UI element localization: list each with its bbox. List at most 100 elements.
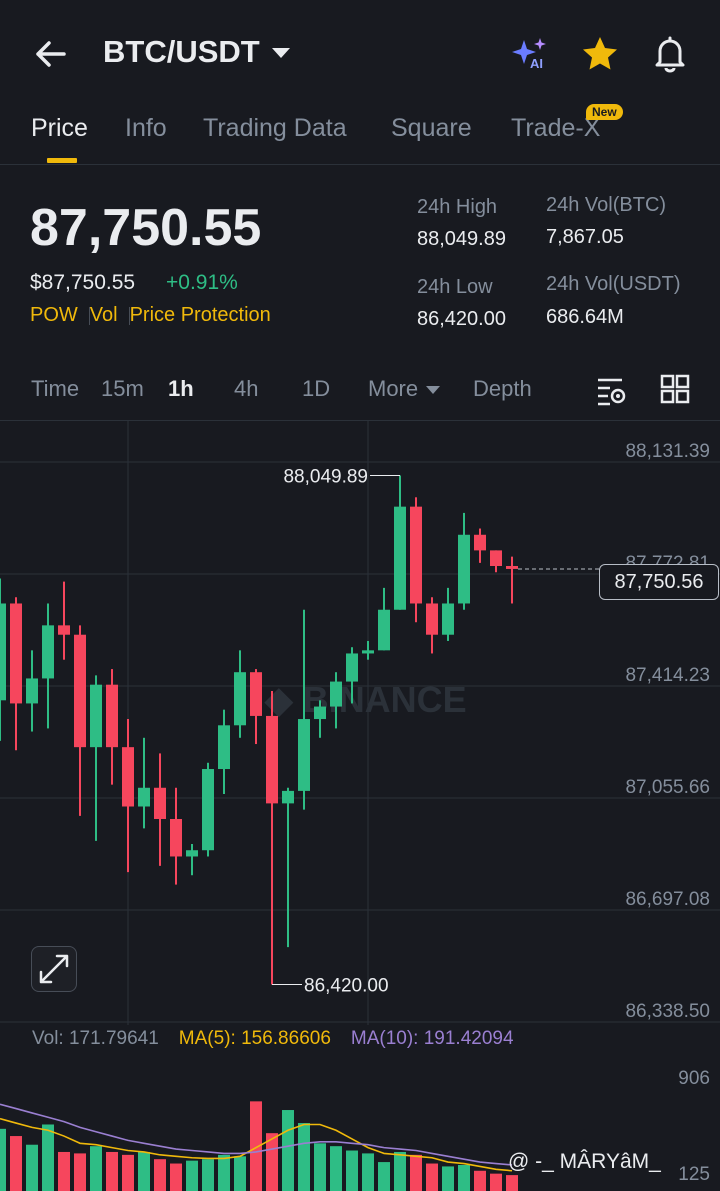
volume-bar <box>394 1151 406 1191</box>
pair-title: BTC/USDT <box>103 34 260 69</box>
last-price: 87,750.55 <box>30 199 262 257</box>
volume-chart: 906 125 <box>0 1068 710 1191</box>
volume-bar <box>410 1154 422 1191</box>
candle-up <box>346 653 358 682</box>
volume-bar <box>250 1101 262 1191</box>
candle-up <box>42 625 54 679</box>
high-label: 24h High <box>417 196 498 218</box>
interval-more[interactable]: More <box>368 376 441 402</box>
tab-bar: Price Info Trading Data Square Trade-X N… <box>0 100 720 165</box>
volume-bar <box>106 1151 118 1191</box>
candle-up <box>26 678 38 704</box>
volume-bar <box>490 1173 502 1191</box>
volume-bar <box>442 1166 454 1191</box>
volume-bar <box>218 1154 230 1191</box>
vol-usdt-label: 24h Vol(USDT) <box>546 273 681 295</box>
interval-1h[interactable]: 1h <box>168 376 194 401</box>
volume-bar <box>506 1175 518 1191</box>
volume-bar <box>0 1128 6 1191</box>
tab-square[interactable]: Square <box>391 114 472 142</box>
candle-up <box>378 609 390 651</box>
volume-bar <box>138 1151 150 1191</box>
high-value: 88,049.89 <box>417 228 506 250</box>
volume-bar <box>362 1153 374 1191</box>
ma10-line <box>0 1103 513 1166</box>
candle-up <box>362 650 374 654</box>
indicator-settings-icon[interactable] <box>596 374 628 406</box>
volume-bar <box>10 1136 22 1191</box>
pair-selector[interactable]: BTC/USDT <box>103 34 290 70</box>
chart-grid <box>0 420 720 1025</box>
tab-trading-data[interactable]: Trading Data <box>203 114 347 142</box>
tag-vol[interactable]: Vol <box>89 304 118 326</box>
volume-bar <box>266 1133 278 1191</box>
candle-up <box>138 787 150 807</box>
interval-depth[interactable]: Depth <box>473 376 532 401</box>
candle-down <box>490 550 502 567</box>
volume-bar <box>26 1144 38 1191</box>
high-marker: 88,049.89 <box>283 466 368 487</box>
interval-1d[interactable]: 1D <box>302 376 331 401</box>
usd-price: $87,750.55 <box>30 271 136 294</box>
vol-top-tick: 906 <box>678 1068 710 1089</box>
interval-time[interactable]: Time <box>31 376 80 401</box>
vol-value: Vol: 171.79641 <box>32 1028 159 1049</box>
ma10-value: MA(10): 191.42094 <box>350 1028 514 1049</box>
vol-btc-value: 7,867.05 <box>546 226 624 248</box>
price-change: +0.91% <box>166 271 238 294</box>
candle-down <box>250 672 262 716</box>
ai-sparkle-icon[interactable]: AI <box>510 36 550 72</box>
candle-up <box>202 769 214 851</box>
volume-bar <box>74 1153 86 1191</box>
volume-bar <box>234 1156 246 1191</box>
caret-down-icon <box>426 386 441 395</box>
candle-down <box>170 819 182 857</box>
vol-bottom-tick: 125 <box>678 1164 710 1185</box>
expand-icon <box>39 954 69 984</box>
candle-up <box>298 719 310 791</box>
tag-pow[interactable]: POW <box>30 304 78 326</box>
tab-trade-x[interactable]: Trade-X <box>511 114 601 142</box>
candle-up <box>442 603 454 635</box>
grid-layout-icon[interactable] <box>660 374 690 404</box>
volume-bar <box>170 1163 182 1191</box>
volume-bar <box>186 1160 198 1191</box>
candle-down <box>506 566 518 569</box>
volume-bar <box>282 1110 294 1191</box>
interval-bar: Time 15m 1h 4h 1D More Depth <box>0 362 720 421</box>
candles <box>0 475 518 985</box>
volume-bar <box>346 1150 358 1191</box>
candle-up <box>314 706 326 720</box>
volume-bar <box>154 1159 166 1191</box>
volume-bar <box>378 1162 390 1191</box>
expand-chart-button[interactable] <box>31 946 77 992</box>
tab-price[interactable]: Price <box>31 114 88 142</box>
volume-bar <box>58 1151 70 1191</box>
candle-up <box>186 850 198 857</box>
volume-bar <box>330 1146 342 1191</box>
current-price-label: 87,750.56 <box>599 564 719 600</box>
back-arrow-icon[interactable] <box>30 34 70 74</box>
bell-icon[interactable] <box>650 33 690 73</box>
vol-usdt-value: 686.64M <box>546 306 624 328</box>
volume-bar <box>42 1124 54 1191</box>
caret-down-icon <box>271 48 290 58</box>
tag-divider <box>128 307 130 325</box>
active-tab-indicator <box>47 158 77 163</box>
user-watermark: @ -_ MÂRYâM_ <box>508 1150 661 1173</box>
tab-info[interactable]: Info <box>125 114 167 142</box>
new-badge: New <box>586 104 623 120</box>
interval-4h[interactable]: 4h <box>234 376 259 401</box>
volume-bar <box>298 1123 310 1191</box>
favorite-star-icon[interactable] <box>580 34 620 74</box>
volume-bar <box>202 1159 214 1191</box>
low-label: 24h Low <box>417 276 493 298</box>
volume-bar <box>474 1170 486 1191</box>
ma5-line <box>0 1117 513 1172</box>
tag-price-protection[interactable]: Price Protection <box>129 304 271 326</box>
candle-up <box>394 506 406 610</box>
candle-down <box>426 603 438 635</box>
interval-15m[interactable]: 15m <box>101 376 144 401</box>
volume-bars <box>0 1101 518 1191</box>
candlestick-chart[interactable]: ◆ BINANCE 88,131.3987,772.8187,414.2387,… <box>0 420 720 1025</box>
